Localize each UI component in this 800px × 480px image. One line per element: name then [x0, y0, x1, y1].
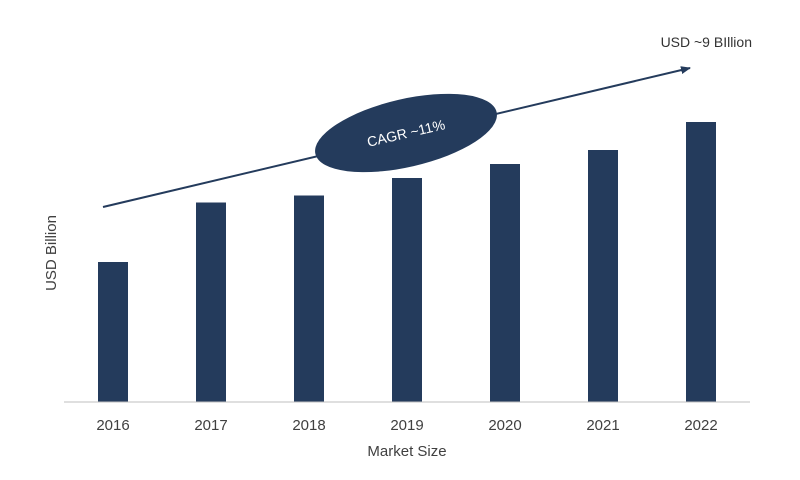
bar-2017 — [196, 202, 226, 402]
x-tick-label-2016: 2016 — [96, 417, 129, 434]
end-value-label: USD ~9 BIllion — [661, 34, 752, 50]
bar-2021 — [588, 150, 618, 402]
x-tick-labels: 2016 2017 2018 2019 2020 2021 2022 — [96, 417, 717, 434]
x-tick-label-2017: 2017 — [194, 417, 227, 434]
x-tick-label-2021: 2021 — [586, 417, 619, 434]
cagr-ellipse — [315, 93, 497, 173]
bar-2022 — [686, 122, 716, 402]
x-tick-label-2020: 2020 — [488, 417, 521, 434]
x-axis-title: Market Size — [367, 443, 446, 460]
x-tick-label-2018: 2018 — [292, 417, 325, 434]
y-axis-title: USD Billion — [43, 215, 60, 291]
bar-2019 — [392, 178, 422, 402]
bar-2020 — [490, 164, 520, 402]
bar-2018 — [294, 195, 324, 402]
x-tick-label-2022: 2022 — [684, 417, 717, 434]
bars-group — [98, 122, 716, 402]
bar-2016 — [98, 262, 128, 402]
x-tick-label-2019: 2019 — [390, 417, 423, 434]
